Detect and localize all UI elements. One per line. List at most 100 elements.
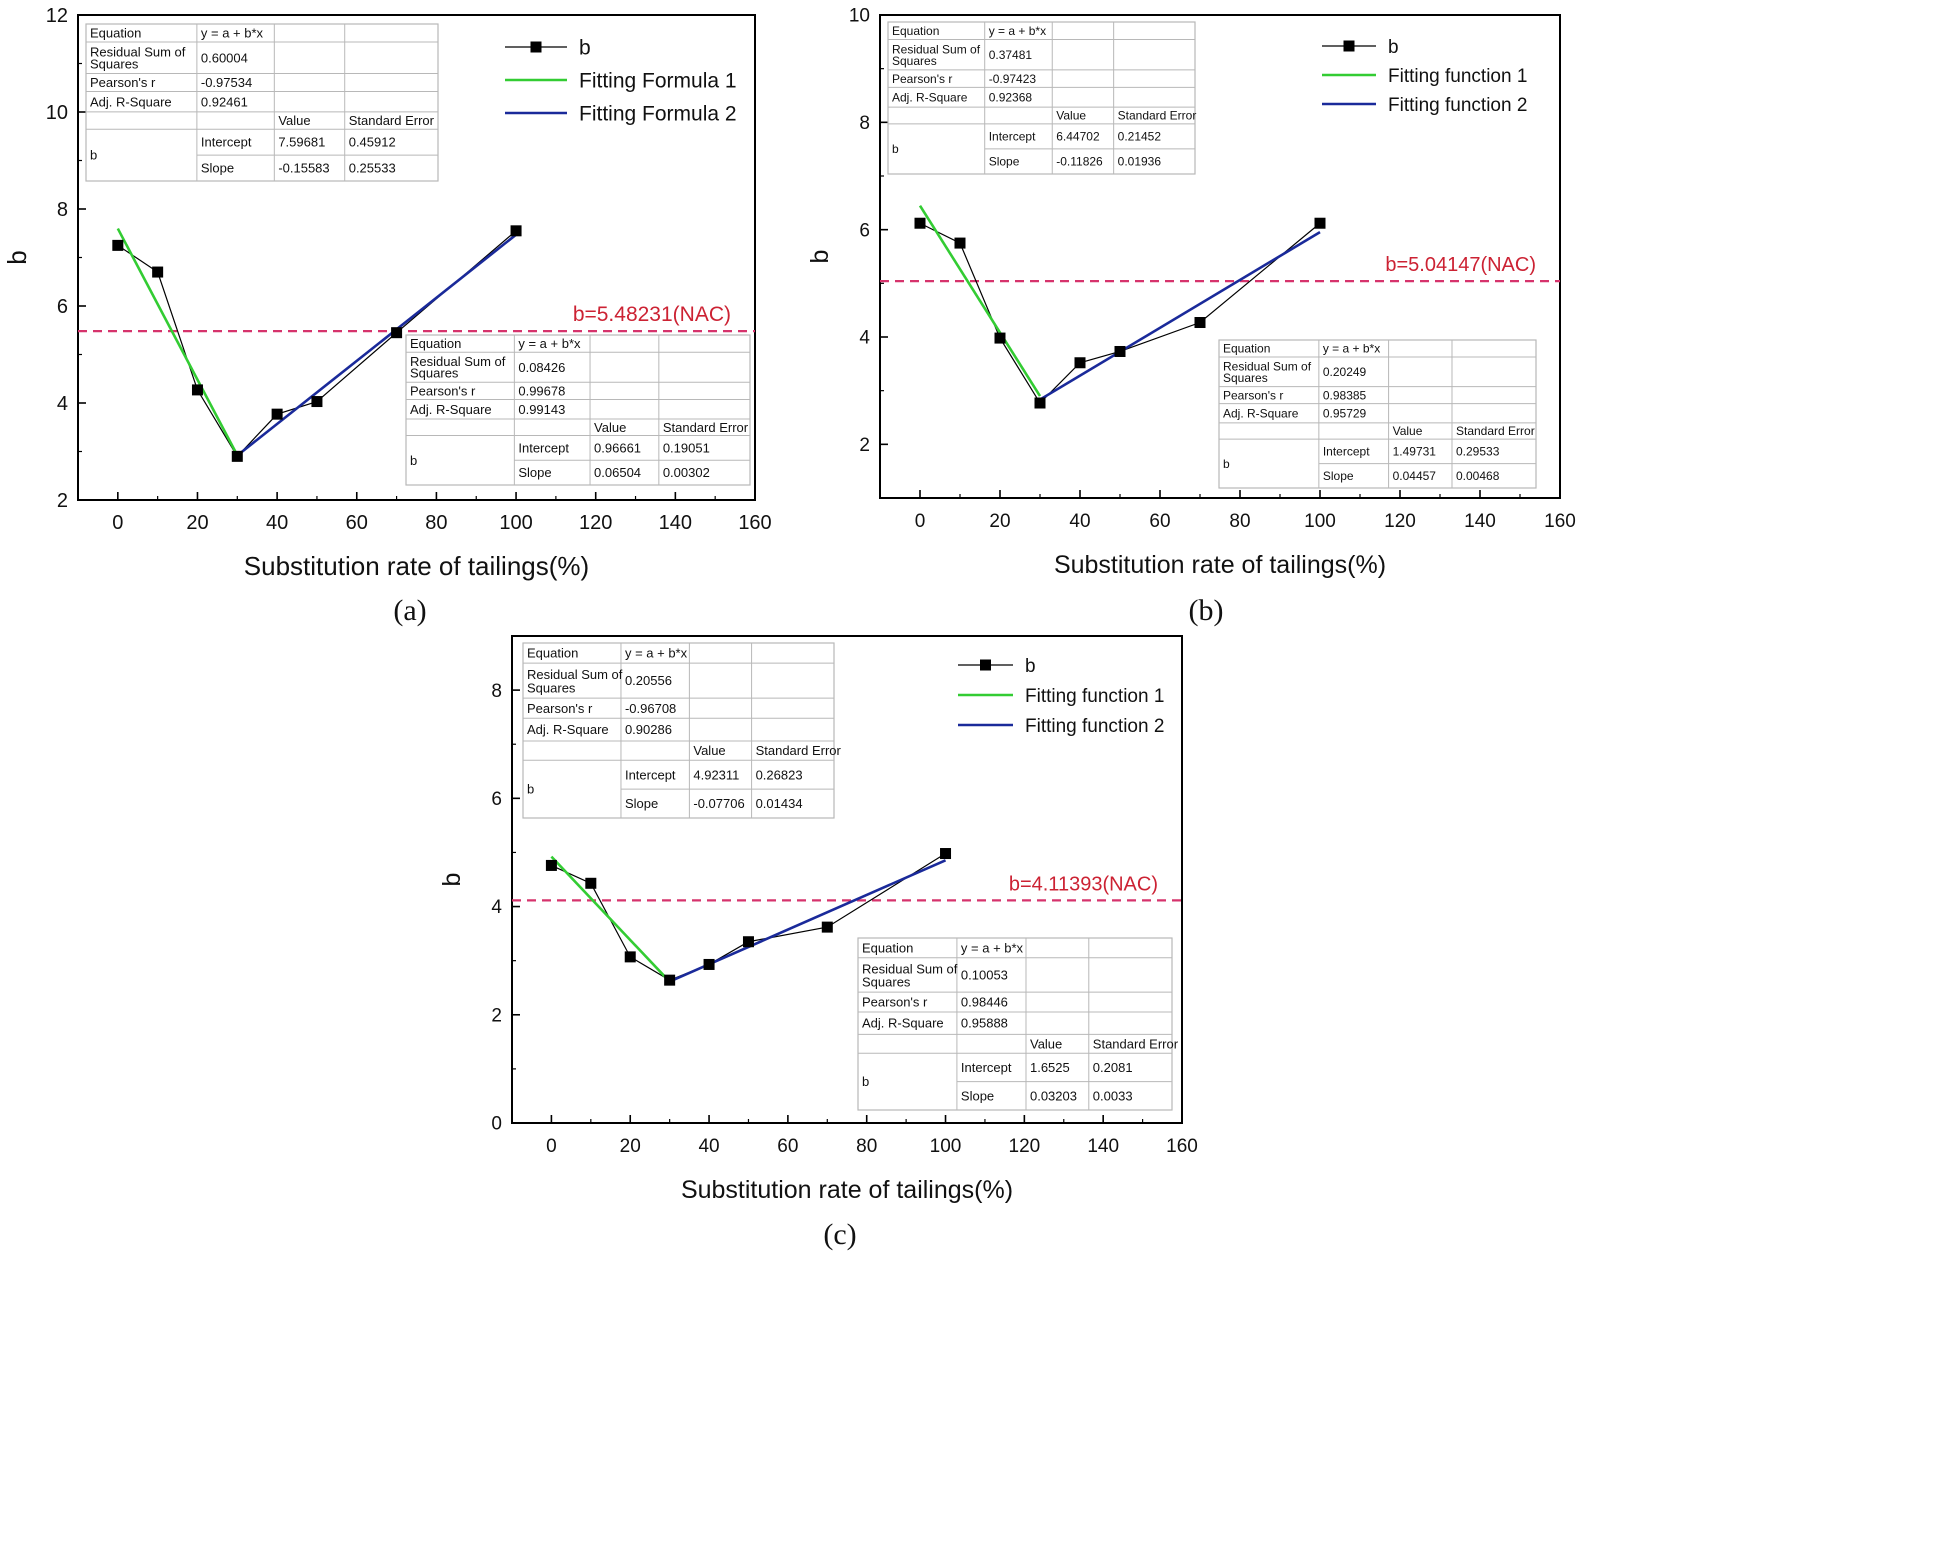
- stat-slope-se: 0.25533: [349, 161, 396, 176]
- x-tick-label: 100: [499, 512, 532, 534]
- stat-intercept-se: 0.19051: [663, 440, 710, 455]
- stat-adjr2-label: Adj. R-Square: [862, 1016, 944, 1031]
- stat-se-header: Standard Error: [756, 743, 842, 758]
- legend-marker-b: [530, 41, 542, 53]
- y-tick-label: 10: [849, 6, 870, 27]
- stat-pearson-label: Pearson's r: [410, 383, 476, 398]
- x-tick-label: 140: [659, 512, 692, 534]
- y-tick-label: 6: [491, 789, 502, 810]
- x-tick-label: 140: [1464, 511, 1496, 532]
- stat-param-group: b: [862, 1074, 869, 1089]
- stat-param-group: b: [90, 148, 97, 163]
- stat-rss-value: 0.37481: [989, 48, 1033, 62]
- stat-rss-value: 0.60004: [201, 50, 248, 65]
- stat-intercept-label: Intercept: [518, 440, 569, 455]
- fit-line-1: [918, 204, 1042, 397]
- series-line-b: [919, 222, 1321, 404]
- stat-slope-value: 0.06504: [594, 465, 641, 480]
- stat-rss-value: 0.10053: [961, 968, 1008, 983]
- stat-table-1: Equation y = a + b*x Residual Sum ofSquare…: [85, 23, 439, 182]
- stat-rss-label: Squares: [527, 680, 576, 695]
- data-point-marker: [1314, 217, 1326, 229]
- y-tick-label: 2: [57, 490, 68, 512]
- stat-rss-value: 0.20249: [1323, 365, 1367, 379]
- chart-b: 0 20 40 60 80 100 120 140 160 2 4 6 8 10 Substitution …: [806, 6, 1576, 627]
- figure-caption: (a): [393, 594, 426, 627]
- stat-slope-se: 0.0033: [1093, 1088, 1133, 1103]
- stat-slope-label: Slope: [201, 161, 234, 176]
- stat-value-header: Value: [693, 743, 725, 758]
- stat-slope-label: Slope: [625, 796, 658, 811]
- chart-c: 0 20 40 60 80 100 120 140 160 0 2 4 6 8 Substitution r…: [438, 635, 1198, 1251]
- stat-adjr2-label: Adj. R-Square: [892, 90, 968, 104]
- data-point-marker: [271, 408, 283, 420]
- y-axis-label: b: [806, 250, 834, 264]
- stat-value-header: Value: [1393, 424, 1423, 438]
- y-tick-label: 8: [491, 681, 502, 702]
- stat-param-group: b: [892, 142, 899, 156]
- x-tick-label: 160: [1544, 511, 1576, 532]
- stat-pearson-value: 0.98446: [961, 995, 1008, 1010]
- stat-rss-label: Residual Sum of: [862, 962, 958, 977]
- stat-se-header: Standard Error: [1118, 109, 1197, 123]
- x-tick-label: 140: [1087, 1136, 1119, 1157]
- stat-equation-value: y = a + b*x: [625, 646, 688, 661]
- data-point-marker: [914, 217, 926, 229]
- fit-line-2: [1039, 231, 1321, 401]
- y-tick-label: 6: [57, 296, 68, 318]
- x-tick-label: 120: [1384, 511, 1416, 532]
- y-axis-label: b: [2, 250, 32, 264]
- stat-pearson-label: Pearson's r: [892, 72, 952, 86]
- stat-intercept-label: Intercept: [201, 135, 252, 150]
- x-tick-label: 0: [546, 1136, 557, 1157]
- x-tick-label: 20: [989, 511, 1010, 532]
- stat-intercept-se: 0.26823: [756, 767, 803, 782]
- stat-se-header: Standard Error: [1093, 1036, 1179, 1051]
- stat-rss-label: Squares: [1223, 371, 1268, 385]
- stat-equation-label: Equation: [90, 26, 141, 41]
- stat-adjr2-value: 0.95888: [961, 1016, 1008, 1031]
- x-tick-label: 0: [915, 511, 926, 532]
- data-point-marker: [311, 396, 323, 408]
- stat-se-header: Standard Error: [663, 420, 749, 435]
- stat-rss-label: Residual Sum of: [527, 667, 623, 682]
- x-tick-label: 120: [579, 512, 612, 534]
- stat-equation-label: Equation: [1223, 342, 1270, 356]
- stat-pearson-value: -0.97534: [201, 75, 252, 90]
- data-point-marker: [152, 266, 164, 278]
- chart-panel-c: 0 20 40 60 80 100 120 140 160 0 2 4 6 8 Substitution r…: [438, 635, 1540, 1558]
- stat-value-header: Value: [1030, 1036, 1062, 1051]
- stat-pearson-label: Pearson's r: [527, 701, 593, 716]
- legend-marker-b: [1343, 40, 1355, 52]
- stat-intercept-label: Intercept: [961, 1060, 1012, 1075]
- y-tick-label: 4: [57, 393, 68, 415]
- stat-intercept-label: Intercept: [1323, 445, 1370, 459]
- x-tick-label: 20: [186, 512, 208, 534]
- data-point-marker: [112, 239, 124, 251]
- stat-value-header: Value: [594, 420, 626, 435]
- data-point-marker: [510, 225, 522, 237]
- stat-rss-label: Residual Sum of: [1223, 360, 1312, 374]
- stat-rss-label: Residual Sum of: [410, 354, 506, 369]
- stat-slope-label: Slope: [989, 155, 1020, 169]
- chart-panel-a: 0 20 40 60 80 100 120 140 160 2 4 6 8 10 12 Substitutio…: [2, 5, 960, 778]
- stat-value-header: Value: [1056, 109, 1086, 123]
- x-tick-label: 100: [930, 1136, 962, 1157]
- y-tick-label: 4: [859, 328, 870, 349]
- plot-frame: [879, 14, 1561, 499]
- legend-label: Fitting Formula 1: [579, 70, 737, 93]
- stat-rss-label: Squares: [410, 366, 459, 381]
- stat-equation-value: y = a + b*x: [1323, 342, 1380, 356]
- stat-rss-label: Squares: [892, 54, 937, 68]
- stat-slope-label: Slope: [518, 465, 551, 480]
- stat-intercept-value: 7.59681: [278, 135, 325, 150]
- y-axis-label: b: [438, 873, 466, 887]
- stat-slope-se: 0.01936: [1118, 155, 1162, 169]
- stat-adjr2-value: 0.92368: [989, 90, 1033, 104]
- stat-table-2: Equation y = a + b*x Residual Sum ofSquare…: [1218, 339, 1537, 489]
- stat-rss-value: 0.20556: [625, 673, 672, 688]
- stat-equation-label: Equation: [410, 336, 461, 351]
- chart-panel-b: 0 20 40 60 80 100 120 140 160 2 4 6 8 10 Substitution …: [800, 6, 1930, 778]
- figure-caption: (c): [823, 1218, 856, 1251]
